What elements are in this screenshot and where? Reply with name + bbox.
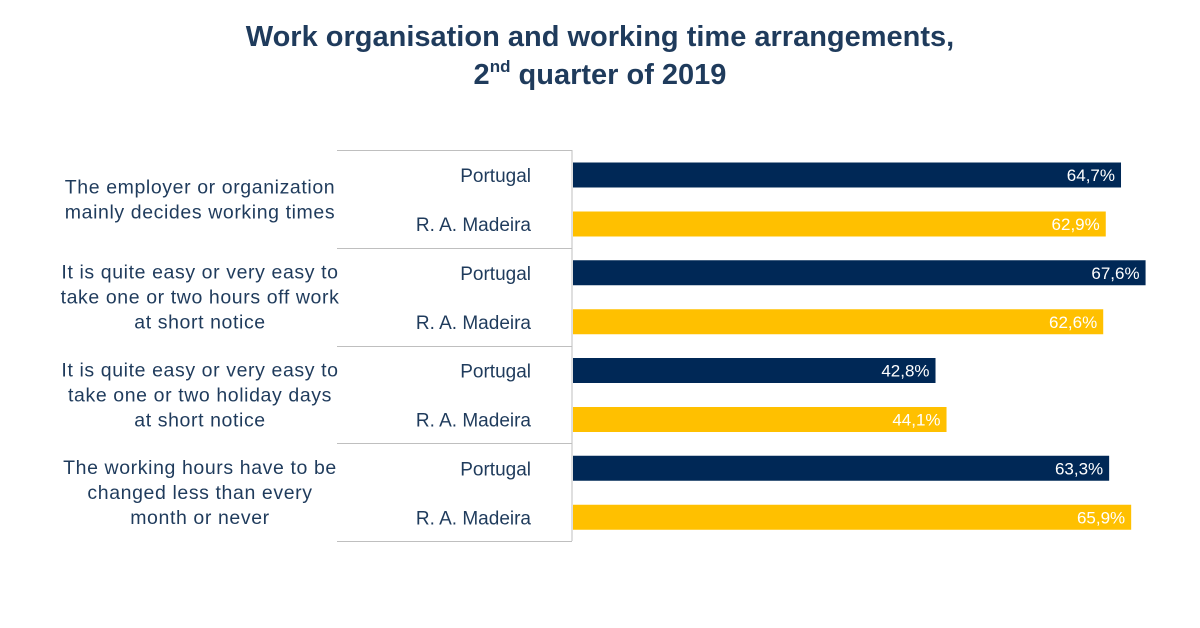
series-label-madeira: R. A. Madeira bbox=[416, 215, 532, 236]
data-label-madeira-1: 62,9% bbox=[1052, 215, 1100, 234]
category-label-3: take one or two holiday days bbox=[68, 384, 332, 406]
series-label-portugal: Portugal bbox=[460, 264, 531, 285]
chart-title-ordinal-suffix: nd bbox=[489, 57, 511, 76]
chart-title-rest: quarter of 2019 bbox=[510, 59, 727, 91]
bar-madeira-3 bbox=[573, 407, 947, 432]
category-label-4: The working hours have to be bbox=[63, 457, 337, 479]
series-label-madeira: R. A. Madeira bbox=[416, 411, 532, 432]
bar-portugal-4 bbox=[573, 455, 1110, 481]
chart-title-ordinal: 2 bbox=[473, 59, 490, 91]
category-label-3: It is quite easy or very easy to bbox=[61, 359, 338, 381]
series-label-portugal: Portugal bbox=[460, 166, 531, 187]
bar-portugal-1 bbox=[573, 162, 1122, 188]
category-label-1: The employer or organization bbox=[65, 176, 335, 198]
chart-title: Work organisation and working time arran… bbox=[0, 18, 1200, 94]
series-label-portugal: Portugal bbox=[460, 362, 531, 383]
category-label-3: at short notice bbox=[134, 409, 265, 431]
bar-madeira-2 bbox=[573, 309, 1104, 335]
bar-portugal-3 bbox=[573, 358, 936, 383]
bar-madeira-1 bbox=[573, 211, 1106, 237]
data-label-madeira-2: 62,6% bbox=[1049, 313, 1097, 332]
category-label-4: changed less than every bbox=[87, 482, 312, 504]
category-label-2: at short notice bbox=[134, 312, 265, 334]
data-label-portugal-3: 42,8% bbox=[881, 362, 929, 381]
data-label-portugal-2: 67,6% bbox=[1091, 264, 1139, 283]
series-label-madeira: R. A. Madeira bbox=[416, 313, 532, 334]
category-label-2: take one or two hours off work bbox=[61, 287, 340, 309]
data-label-portugal-4: 63,3% bbox=[1055, 459, 1103, 478]
data-label-portugal-1: 64,7% bbox=[1067, 166, 1115, 185]
category-label-1: mainly decides working times bbox=[65, 201, 335, 223]
series-label-portugal: Portugal bbox=[460, 459, 531, 480]
bar-madeira-4 bbox=[573, 504, 1132, 530]
data-label-madeira-4: 65,9% bbox=[1077, 508, 1125, 527]
category-label-4: month or never bbox=[130, 507, 270, 529]
bar-portugal-2 bbox=[573, 260, 1146, 286]
category-label-2: It is quite easy or very easy to bbox=[61, 262, 338, 284]
chart-title-line-1: Work organisation and working time arran… bbox=[245, 21, 955, 53]
data-label-madeira-3: 44,1% bbox=[892, 411, 940, 430]
chart-title-line-2: 2nd quarter of 2019 bbox=[0, 56, 1200, 94]
series-label-madeira: R. A. Madeira bbox=[416, 508, 532, 529]
